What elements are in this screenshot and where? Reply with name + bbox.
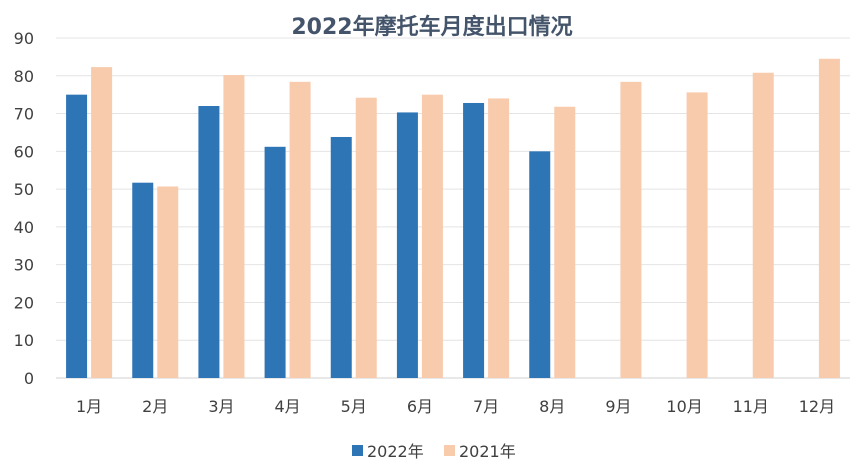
x-tick-label: 5月 [341, 397, 367, 416]
bar-2021年-1月 [91, 67, 113, 378]
bar-2022年-1月 [66, 94, 88, 379]
bar-2022年-6月 [396, 112, 418, 378]
bar-2021年-8月 [554, 106, 576, 378]
bar-2021年-11月 [752, 72, 774, 378]
bar-2021年-3月 [223, 75, 245, 379]
y-tick-label: 40 [14, 218, 34, 237]
y-tick-label: 50 [14, 180, 34, 199]
legend-label: 2021年 [459, 442, 516, 461]
bar-2022年-8月 [529, 151, 551, 378]
x-tick-label: 7月 [473, 397, 499, 416]
y-tick-label: 30 [14, 256, 34, 275]
bar-2021年-4月 [289, 81, 311, 379]
x-tick-label: 10月 [666, 397, 702, 416]
x-tick-label: 1月 [76, 397, 102, 416]
bar-2021年-12月 [818, 58, 840, 379]
bar-2021年-2月 [157, 186, 179, 378]
legend-swatch [352, 445, 363, 456]
x-tick-label: 8月 [539, 397, 565, 416]
bar-2021年-6月 [421, 94, 443, 379]
bar-2022年-7月 [463, 102, 485, 378]
bar-2021年-9月 [620, 81, 642, 379]
bar-2021年-7月 [488, 98, 510, 378]
bars [66, 58, 840, 379]
y-tick-label: 20 [14, 293, 34, 312]
x-tick-label: 2月 [142, 397, 168, 416]
bar-2022年-2月 [132, 182, 154, 378]
y-tick-label: 70 [14, 105, 34, 124]
legend-label: 2022年 [367, 442, 424, 461]
bar-2022年-3月 [198, 106, 220, 378]
x-tick-label: 6月 [407, 397, 433, 416]
gridlines [56, 37, 850, 379]
x-tick-label: 12月 [799, 397, 835, 416]
chart-title: 2022年摩托车月度出口情况 [291, 14, 572, 40]
y-tick-label: 90 [14, 29, 34, 48]
x-tick-label: 9月 [605, 397, 631, 416]
y-axis-tick-labels: 0 10 20 30 40 50 60 70 80 90 [14, 29, 34, 388]
legend: 2022年 2021年 [352, 442, 516, 461]
x-tick-label: 11月 [733, 397, 769, 416]
y-tick-label: 10 [14, 331, 34, 350]
y-tick-label: 80 [14, 67, 34, 86]
x-axis-tick-labels: 1月 2月 3月 4月 5月 6月 7月 8月 9月 10月 11月 12月 [76, 397, 835, 416]
legend-swatch [444, 445, 455, 456]
bar-2022年-5月 [330, 136, 352, 378]
bar-2022年-4月 [264, 146, 286, 378]
bar-2021年-5月 [355, 97, 377, 378]
x-tick-label: 4月 [274, 397, 300, 416]
y-tick-label: 60 [14, 142, 34, 161]
y-tick-label: 0 [24, 369, 34, 388]
x-tick-label: 3月 [208, 397, 234, 416]
bar-2021年-10月 [686, 92, 708, 379]
